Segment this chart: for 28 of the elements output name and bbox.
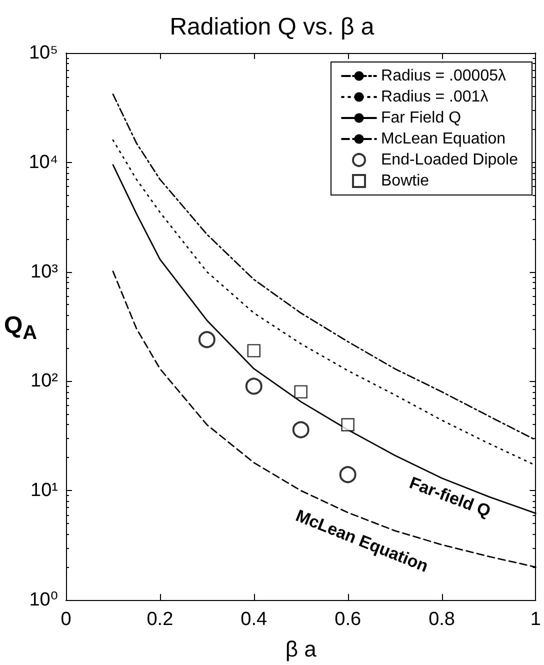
legend-label: Radius = .00005λ [381,68,506,84]
legend-label: Bowtie [381,172,430,190]
y-tick-label: 10² [30,370,58,392]
legend-label: Far Field Q [381,110,462,126]
x-tick-label: 0.8 [428,609,455,630]
point [339,466,356,484]
y-tick-label: 10⁴ [28,152,58,173]
y-axis-title: Q$_{A}$ [4,312,38,345]
y-tick-label: 10⁵ [28,42,58,64]
x-tick-label: 0 [60,609,72,630]
point [247,344,260,358]
legend-label: McLean Equation [381,130,506,148]
x-tick-label: 0.2 [146,609,174,630]
point [292,421,310,438]
x-axis-title: β a [285,636,318,662]
x-tick-label: 0.6 [334,609,362,630]
legend-label: End-Loaded Dipole [381,152,518,168]
point [198,331,216,348]
point [341,418,354,432]
legend-label: Radius = .001λ [381,88,488,106]
y-tick-label: 10³ [30,261,58,282]
x-tick-label: 1 [530,609,542,630]
point [245,378,262,395]
x-tick-label: 0.4 [240,609,268,630]
chart-title: Radiation Q vs. β a [170,14,375,40]
y-tick-label: 10¹ [30,480,58,502]
y-tick-label: 10⁰ [29,590,58,610]
point [294,385,308,398]
